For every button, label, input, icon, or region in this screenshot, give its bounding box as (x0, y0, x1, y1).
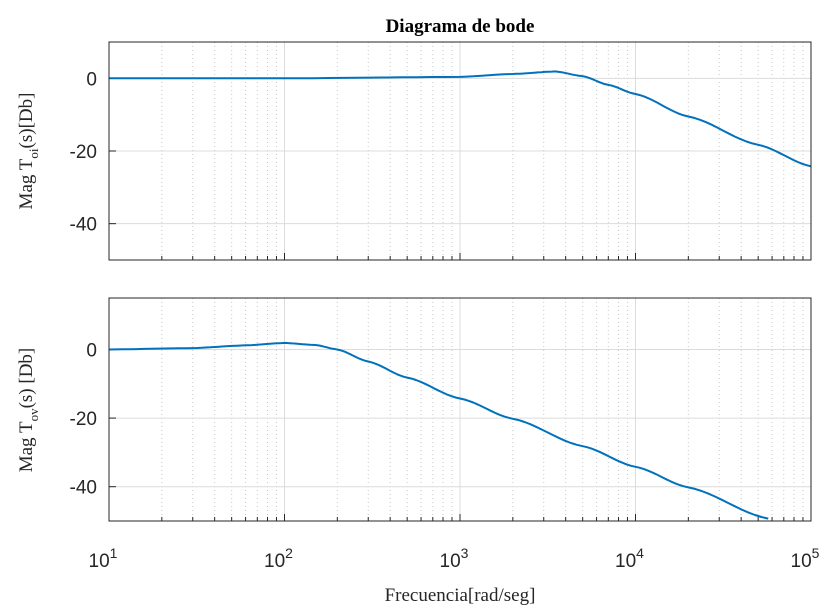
x-tick-labels: 101 102 103 104 105 (89, 545, 820, 572)
x-tick-exponent: 3 (461, 545, 469, 561)
x-tick-base: 10 (791, 551, 812, 572)
x-tick-exponent: 2 (285, 545, 293, 561)
x-tick-label: 101 (89, 545, 118, 572)
magnitude-oi-panel: 0 -20 -40 Diagrama de bode Mag Toi(s)[Db] (16, 16, 812, 261)
y-label-subscript: oi (26, 148, 41, 159)
x-tick-base: 10 (615, 551, 636, 572)
x-tick-base: 10 (264, 551, 285, 572)
y-tick-label: -40 (70, 215, 97, 236)
x-tick-base: 10 (89, 551, 110, 572)
y-tick-label: 0 (86, 340, 97, 361)
y-tick-label: -20 (70, 142, 97, 163)
x-tick-label: 103 (440, 545, 469, 572)
x-axis-label: Frecuencia[rad/seg] (385, 585, 536, 606)
y-label-main: Mag T (16, 421, 37, 472)
y-axis-label-top: Mag Toi(s)[Db] (16, 93, 41, 210)
y-label-end: (s)[Db] (16, 93, 37, 149)
x-tick-base: 10 (440, 551, 461, 572)
x-tick-exponent: 4 (636, 545, 644, 561)
series-marks (108, 341, 769, 520)
axes-box (108, 41, 812, 261)
y-tick-label: -40 (70, 478, 97, 499)
y-axis-label-bottom: Mag Tov(s) [Db] (16, 348, 41, 473)
x-tick-exponent: 5 (812, 545, 820, 561)
axes-box (108, 297, 812, 522)
x-tick-exponent: 1 (110, 545, 118, 561)
magnitude-ov-panel: 0-20-40 101 102 103 104 105 Mag Tov(s) [Db] … (16, 297, 820, 606)
series-line (109, 70, 812, 168)
y-tick-labels: 0 -20 -40 (70, 69, 97, 235)
y-tick-label: 0 (86, 69, 97, 90)
x-tick-label: 102 (264, 545, 293, 572)
y-label-subscript: ov (26, 408, 41, 422)
y-tick-label: -20 (70, 409, 97, 430)
y-label-main: Mag T (16, 158, 37, 209)
y-tick-labels: 0 -20 -40 (70, 340, 97, 498)
series-marks (109, 70, 812, 168)
y-label-end: (s) [Db] (16, 348, 37, 409)
chart-title: Diagrama de bode (386, 16, 535, 37)
series-line (108, 341, 769, 520)
x-tick-label: 104 (615, 545, 644, 572)
x-tick-label: 105 (791, 545, 820, 572)
